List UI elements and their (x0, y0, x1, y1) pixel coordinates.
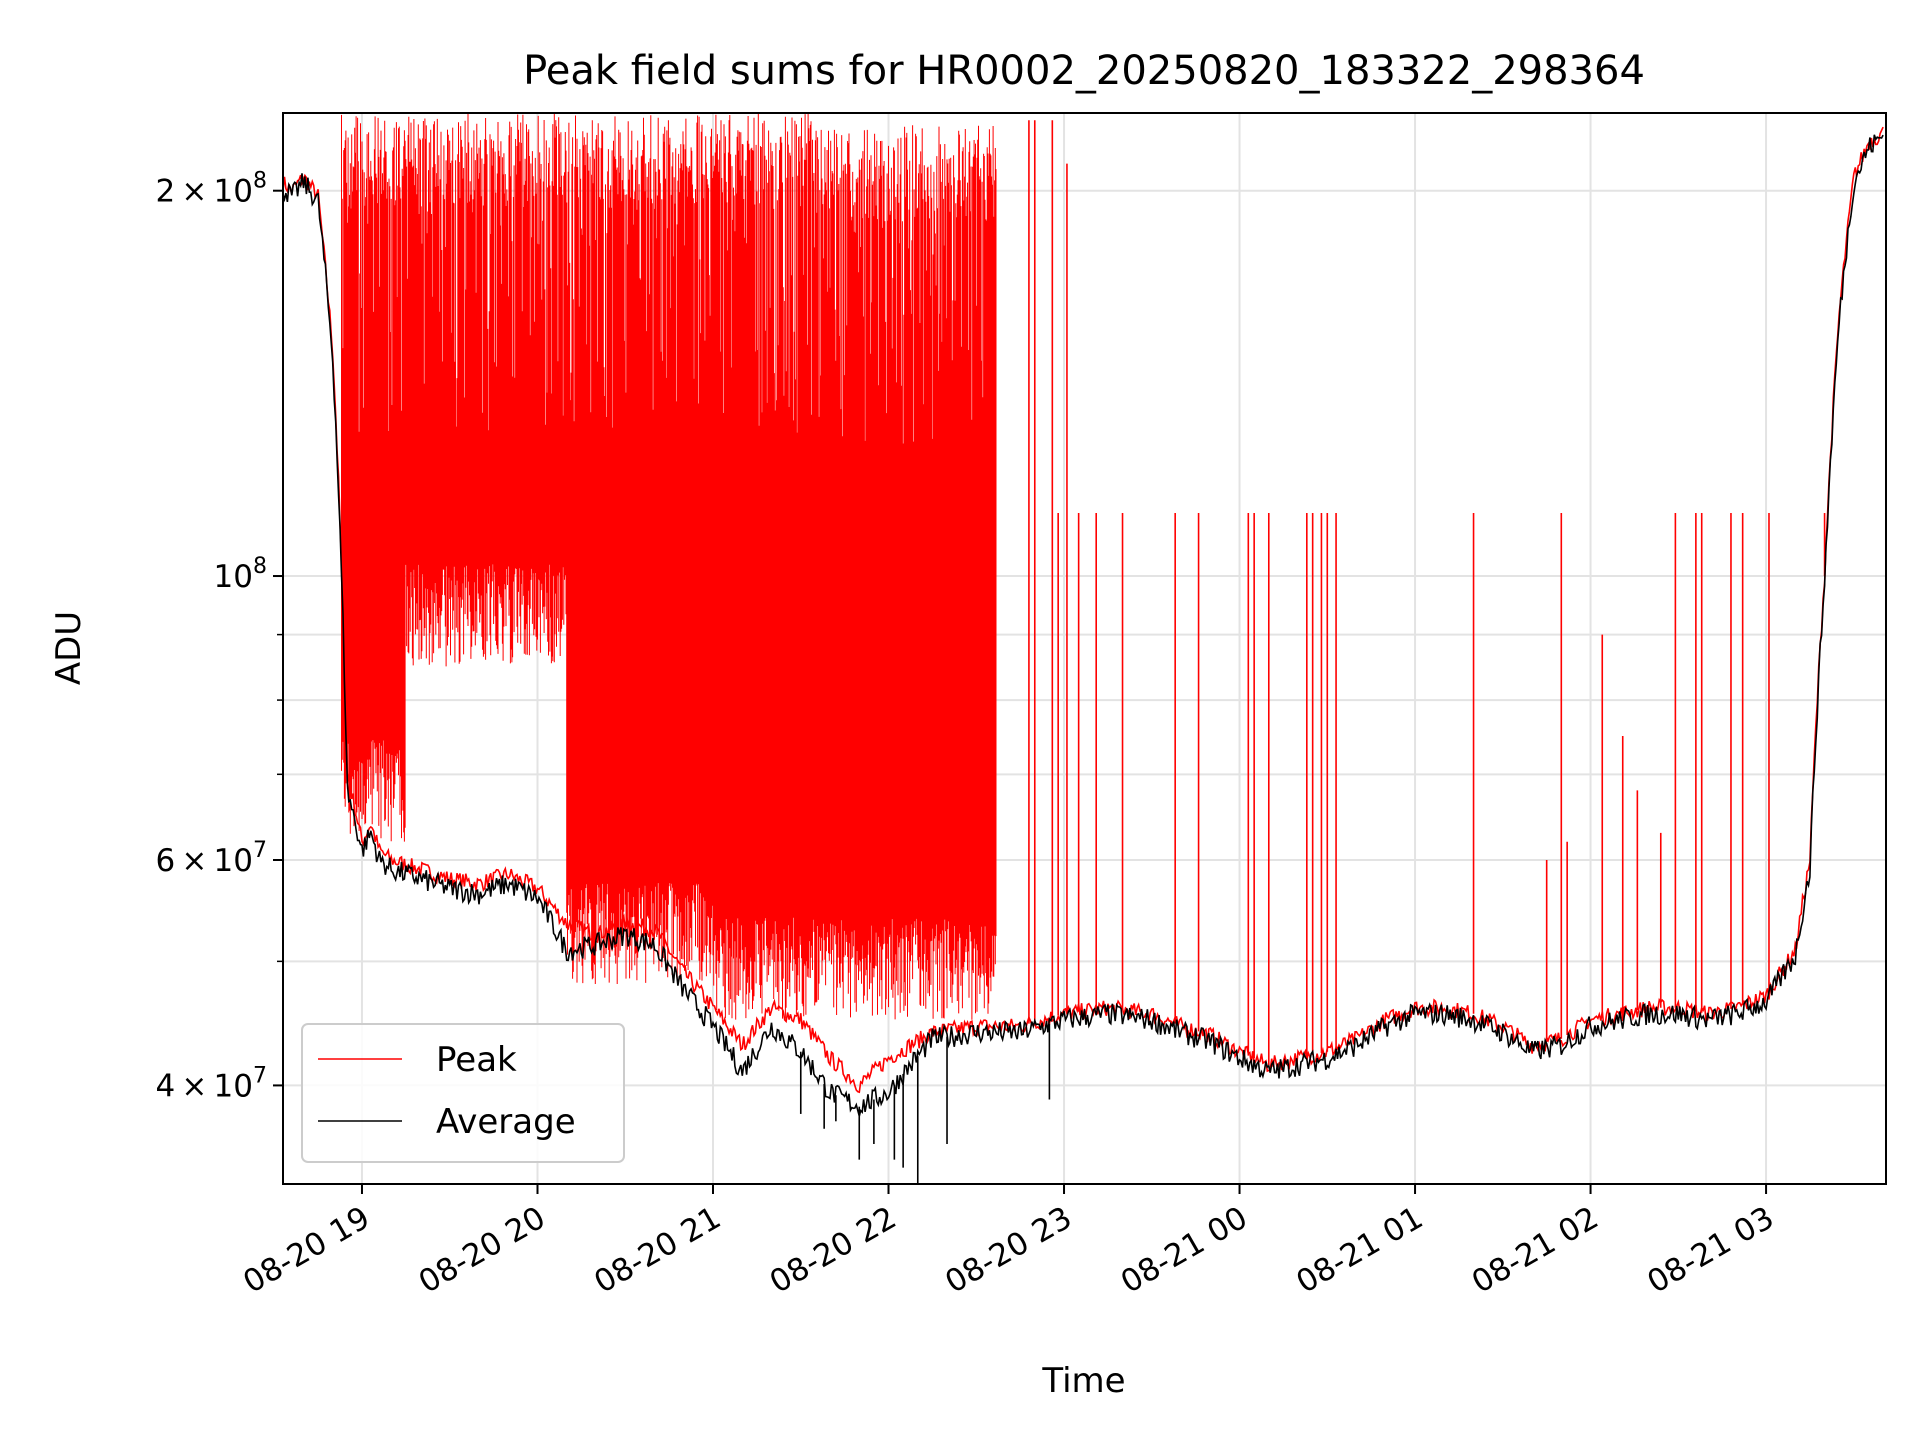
y-tick-label-0: 4 × 107 (155, 1063, 267, 1104)
x-axis-label: Time (1041, 1361, 1125, 1401)
legend-label-average: Average (436, 1102, 576, 1142)
y-tick-label-2: 108 (214, 554, 267, 595)
plot-frame (282, 112, 1887, 1185)
y-axis: 4 × 107 6 × 107 108 2 × 108 (155, 169, 283, 1104)
peak-spikes (1028, 120, 1826, 1065)
y-axis-label: ADU (49, 611, 89, 685)
y-tick-label-1: 6 × 107 (155, 838, 267, 879)
average-series-line (283, 134, 1884, 1120)
y-tick-label-3: 2 × 108 (155, 169, 267, 210)
peak-spike-bands (341, 113, 997, 1020)
legend[interactable]: Peak Average (301, 1023, 625, 1163)
legend-label-peak: Peak (436, 1040, 517, 1080)
chart-title: Peak field sums for HR0002_20250820_1833… (523, 48, 1645, 94)
